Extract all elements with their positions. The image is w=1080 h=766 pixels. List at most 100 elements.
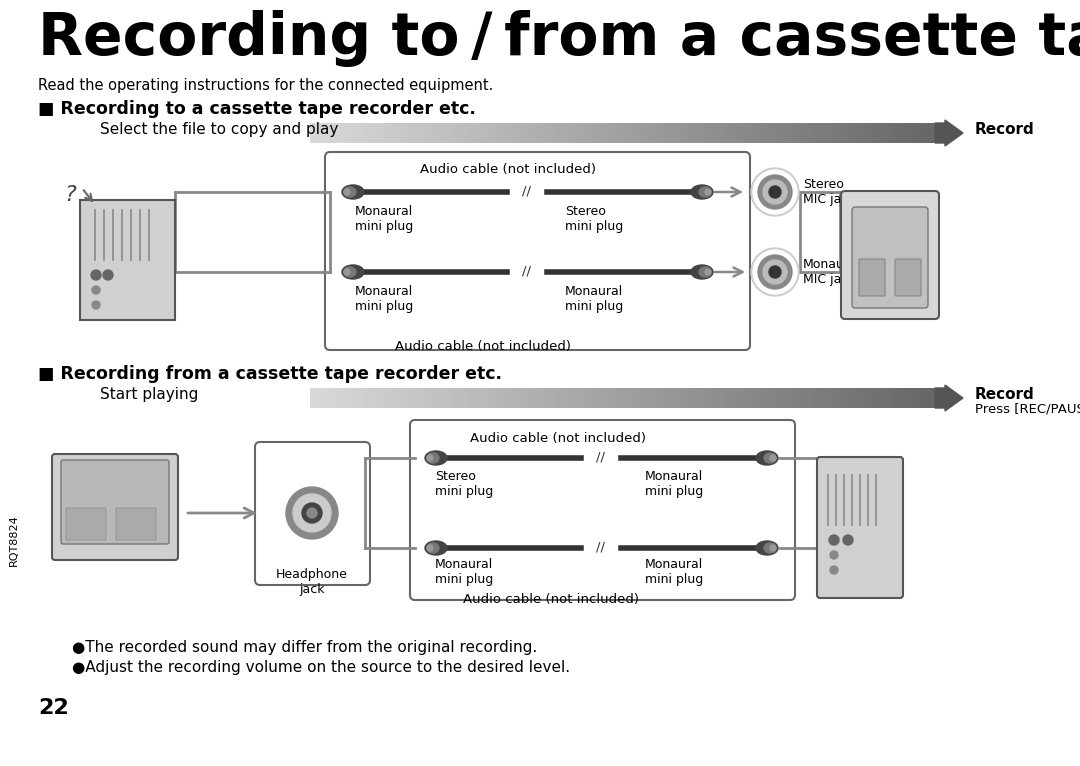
Bar (894, 123, 897, 143)
Bar (701, 123, 704, 143)
Bar (360, 388, 363, 408)
Bar (495, 388, 498, 408)
Bar (382, 388, 384, 408)
Bar (726, 123, 729, 143)
Bar (485, 123, 488, 143)
Bar (772, 123, 775, 143)
Circle shape (758, 175, 792, 209)
Bar (698, 388, 701, 408)
Ellipse shape (342, 265, 364, 279)
Bar (851, 123, 854, 143)
Bar (478, 388, 482, 408)
Bar (741, 388, 744, 408)
Bar (688, 123, 691, 143)
Bar (800, 123, 804, 143)
Bar (332, 123, 335, 143)
Bar (610, 388, 613, 408)
Circle shape (91, 270, 102, 280)
Bar (341, 123, 345, 143)
Bar (673, 123, 676, 143)
Text: Stereo
mini plug: Stereo mini plug (435, 470, 494, 498)
Bar (707, 123, 710, 143)
Bar (622, 123, 625, 143)
Bar (414, 123, 416, 143)
Bar (323, 388, 326, 408)
Bar (482, 123, 485, 143)
Bar (907, 123, 910, 143)
Bar (422, 388, 426, 408)
Bar (625, 388, 629, 408)
Bar (345, 388, 348, 408)
Bar (838, 123, 841, 143)
Bar (426, 123, 429, 143)
Bar (760, 123, 764, 143)
Bar (910, 388, 913, 408)
Bar (316, 123, 320, 143)
Bar (873, 123, 876, 143)
Bar (563, 123, 566, 143)
Bar (426, 388, 429, 408)
Bar (932, 123, 935, 143)
Bar (501, 123, 503, 143)
Bar (363, 123, 366, 143)
Text: Headphone
jack: Headphone jack (276, 568, 348, 596)
Bar (369, 388, 373, 408)
Bar (463, 388, 467, 408)
Text: Record: Record (975, 122, 1035, 137)
Bar (397, 388, 401, 408)
Bar (866, 123, 869, 143)
Bar (919, 123, 922, 143)
Bar (328, 123, 332, 143)
Bar (442, 123, 444, 143)
Text: Audio cable (not included): Audio cable (not included) (463, 593, 639, 606)
Bar (460, 123, 463, 143)
FancyBboxPatch shape (325, 152, 750, 350)
Bar (860, 388, 863, 408)
Bar (716, 123, 719, 143)
Bar (681, 123, 685, 143)
Bar (832, 388, 835, 408)
Bar (764, 123, 766, 143)
Bar (604, 388, 607, 408)
Bar (638, 123, 642, 143)
Bar (551, 123, 554, 143)
Circle shape (92, 301, 100, 309)
FancyBboxPatch shape (852, 207, 928, 308)
Bar (657, 123, 660, 143)
Bar (457, 388, 460, 408)
Bar (888, 388, 891, 408)
Bar (795, 123, 797, 143)
Bar (691, 388, 694, 408)
Bar (563, 388, 566, 408)
Bar (457, 123, 460, 143)
Bar (388, 123, 391, 143)
Bar (775, 123, 779, 143)
Bar (788, 388, 792, 408)
Bar (838, 388, 841, 408)
Bar (766, 123, 769, 143)
Bar (513, 123, 516, 143)
Bar (901, 388, 904, 408)
Text: Audio cable (not included): Audio cable (not included) (420, 163, 596, 176)
Bar (666, 388, 670, 408)
Bar (585, 123, 589, 143)
Bar (645, 388, 648, 408)
Bar (438, 388, 442, 408)
Bar (419, 123, 422, 143)
Bar (617, 123, 619, 143)
Bar (557, 123, 561, 143)
Bar (820, 123, 823, 143)
Bar (548, 123, 551, 143)
Bar (523, 123, 526, 143)
Bar (685, 123, 688, 143)
Bar (604, 123, 607, 143)
Bar (498, 123, 501, 143)
Circle shape (293, 494, 330, 532)
Bar (704, 123, 707, 143)
Bar (863, 388, 866, 408)
Bar (526, 123, 529, 143)
Bar (454, 388, 457, 408)
Bar (663, 388, 666, 408)
Bar (544, 123, 548, 143)
Bar (916, 123, 919, 143)
